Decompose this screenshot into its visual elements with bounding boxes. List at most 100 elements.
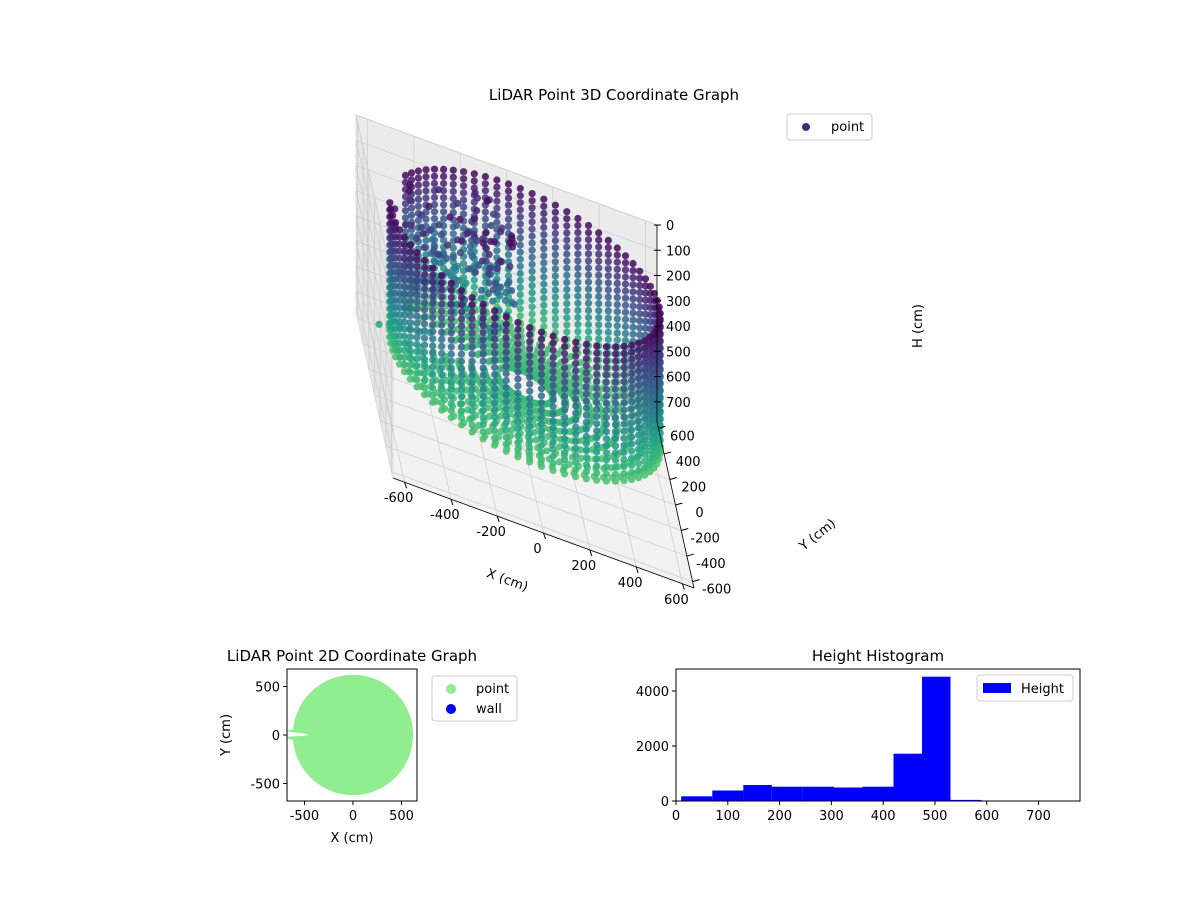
plot3d-point [413, 263, 421, 271]
plot3d-point [595, 243, 603, 251]
plot3d-point [602, 449, 611, 457]
plot3d-point [420, 320, 429, 328]
plot3d-point [502, 384, 510, 392]
plot3d-point [491, 406, 499, 414]
plot3d-point [414, 195, 422, 203]
plot3d-point [640, 407, 649, 416]
plot3d-point [628, 433, 636, 441]
plot3d-point [516, 255, 524, 263]
plot3d-point [572, 395, 580, 403]
plot3d-point [584, 250, 593, 258]
plot3d-point [463, 230, 471, 238]
plot3d-point [602, 456, 611, 464]
plot3d-point [595, 314, 603, 322]
plot3d-point [502, 355, 510, 363]
plot3d-point [574, 221, 582, 230]
plot3d-legend-marker [802, 123, 810, 131]
plot3d-point [420, 313, 429, 321]
plot3d-point [574, 285, 582, 293]
plot3d-point [528, 232, 536, 240]
plot3d-point [528, 303, 536, 311]
plot3d-point [656, 309, 664, 317]
plot3d-point [429, 292, 437, 300]
plot3d-grid-z [355, 291, 394, 458]
plot3d-point [468, 322, 476, 330]
plot3d-point [650, 289, 659, 298]
plot3d-point [528, 218, 536, 226]
plot3d-point [640, 344, 649, 352]
plot3d-point [478, 257, 486, 265]
plot3d-x-tick-label: 400 [618, 576, 643, 591]
plot3d-point [540, 202, 548, 210]
plot3d-point [440, 194, 448, 202]
plot3d-point [629, 295, 637, 303]
plot3d-point [561, 420, 569, 428]
plot3d-point [604, 265, 612, 273]
plot3d-point [582, 461, 591, 469]
plot3d-point [440, 201, 448, 209]
plot3d-point [634, 382, 643, 390]
plot3d-point [406, 241, 414, 249]
plot3d-point [514, 417, 522, 426]
plot3d-point [572, 423, 580, 431]
plot3d-point [551, 300, 560, 308]
plot3d-point [595, 278, 603, 286]
plot3d-point [400, 325, 409, 333]
plot3d-point [514, 439, 522, 447]
plot3d-point [537, 420, 546, 428]
plot3d-point [611, 449, 620, 457]
plot3d-point [584, 221, 593, 230]
plot3d-point [620, 392, 628, 400]
plot3d-point [406, 269, 414, 277]
plot3d-point [420, 277, 429, 286]
plot3d-point [629, 281, 637, 289]
plot3d-point [528, 274, 536, 283]
plot3d-point [414, 202, 422, 210]
plot3d-point [613, 301, 621, 309]
histogram-y-tick-label: 0 [661, 795, 669, 810]
plot3d-point [528, 310, 536, 318]
plot2d-y-tick-label: 0 [272, 729, 280, 744]
plot3d-point [540, 223, 548, 232]
plot3d-point [491, 441, 499, 449]
plot3d-point [549, 424, 557, 432]
plot3d-x-tick [450, 498, 454, 506]
plot3d-point [602, 406, 611, 414]
plot3d-point [628, 419, 636, 427]
plot3d-point [491, 356, 499, 364]
plot3d-y-tick [658, 425, 666, 429]
plot3d-point [572, 416, 580, 424]
plot3d-point [640, 379, 649, 387]
plot2d-ylabel: Y (cm) [219, 714, 234, 757]
plot2d-legend: point wall [431, 675, 518, 722]
plot3d-point [489, 297, 497, 305]
plot3d-point [420, 256, 429, 264]
plot3d-point [620, 434, 628, 442]
lidar-3d-plot: LiDAR Point 3D Coordinate Graph -600 -400… [355, 86, 926, 608]
plot3d-point [413, 249, 421, 257]
plot3d-y-tick-label: 600 [670, 429, 695, 444]
plot3d-point [485, 358, 493, 366]
plot3d-grid-y [385, 445, 688, 557]
plot3d-point [604, 300, 612, 308]
plot3d-point [537, 370, 546, 379]
plot3d-point [549, 382, 557, 390]
plot3d-point [440, 172, 448, 180]
plot3d-point [574, 306, 582, 314]
histogram-x-tick-label: 600 [974, 809, 999, 824]
plot3d-point [420, 270, 429, 279]
plot3d-point [582, 432, 591, 440]
plot3d-point [526, 352, 534, 360]
plot3d-point [406, 375, 414, 383]
plot3d-point [438, 272, 446, 280]
plot3d-point [628, 384, 636, 392]
plot3d-point [549, 445, 557, 453]
plot3d-point [457, 407, 466, 415]
plot3d-point [582, 468, 591, 476]
plot3d-point [417, 211, 425, 219]
plot3d-point [491, 307, 499, 315]
plot3d-point [526, 331, 534, 339]
plot3d-point [621, 315, 630, 323]
plot2d-legend-label-wall: wall [476, 702, 502, 717]
plot3d-point [620, 371, 628, 379]
